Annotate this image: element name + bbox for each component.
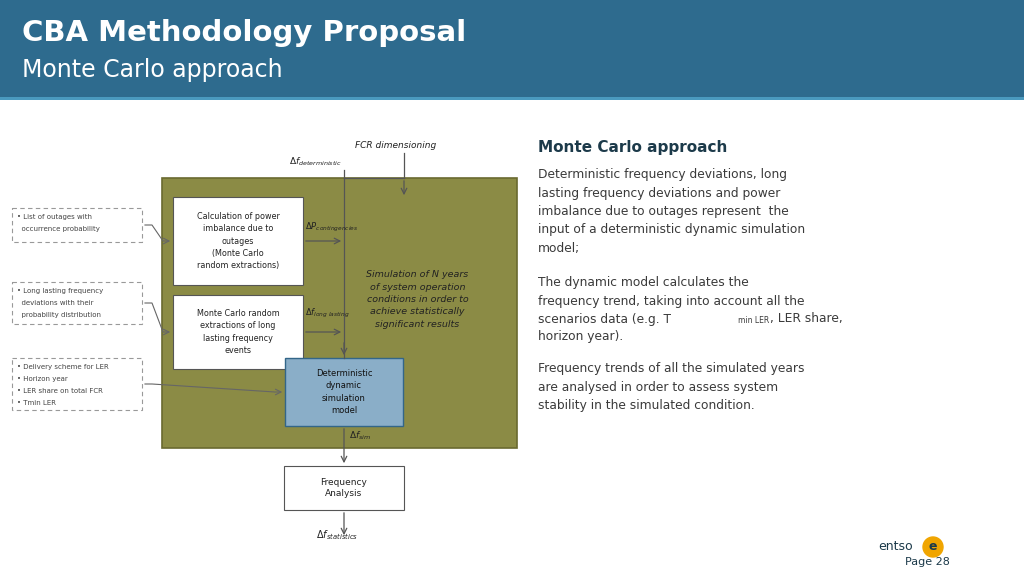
Bar: [0, 0, 1024, 97]
Text: horizon year).: horizon year).: [538, 330, 624, 343]
Text: $\Delta P_{contingencies}$: $\Delta P_{contingencies}$: [305, 221, 358, 233]
Text: • LER share on total FCR: • LER share on total FCR: [17, 388, 102, 394]
Text: Frequency
Analysis: Frequency Analysis: [321, 478, 368, 498]
Bar: [0, 97, 1024, 100]
Bar: [285, 358, 403, 426]
Bar: [173, 295, 303, 369]
Text: , LER share,: , LER share,: [770, 312, 843, 325]
Bar: [12, 358, 142, 410]
Text: $\Delta f_{statistics}$: $\Delta f_{statistics}$: [316, 528, 358, 542]
Circle shape: [923, 537, 943, 557]
Text: occurrence probability: occurrence probability: [17, 226, 100, 232]
Text: Deterministic
dynamic
simulation
model: Deterministic dynamic simulation model: [315, 369, 373, 415]
Text: $\Delta f_{sim}$: $\Delta f_{sim}$: [349, 430, 371, 442]
Text: probability distribution: probability distribution: [17, 312, 101, 318]
Text: • Long lasting frequency: • Long lasting frequency: [17, 288, 103, 294]
Text: • List of outages with: • List of outages with: [17, 214, 92, 220]
Text: Frequency trends of all the simulated years
are analysed in order to assess syst: Frequency trends of all the simulated ye…: [538, 362, 805, 412]
Text: Monte Carlo random
extractions of long
lasting frequency
events: Monte Carlo random extractions of long l…: [197, 309, 280, 355]
Bar: [284, 466, 404, 510]
Bar: [12, 208, 142, 242]
Bar: [162, 178, 517, 448]
Text: $\Delta f_{deterministic}$: $\Delta f_{deterministic}$: [289, 156, 342, 168]
Bar: [12, 282, 142, 324]
Text: Calculation of power
imbalance due to
outages
(Monte Carlo
random extractions): Calculation of power imbalance due to ou…: [197, 212, 280, 270]
Text: $\Delta f_{long\ lasting}$: $\Delta f_{long\ lasting}$: [305, 306, 349, 320]
Text: Page 28: Page 28: [905, 557, 950, 567]
Text: e: e: [929, 540, 937, 554]
Text: FCR dimensioning: FCR dimensioning: [355, 141, 436, 150]
Text: Monte Carlo approach: Monte Carlo approach: [538, 140, 727, 155]
Text: • Horizon year: • Horizon year: [17, 376, 68, 382]
Text: The dynamic model calculates the
frequency trend, taking into account all the
sc: The dynamic model calculates the frequen…: [538, 276, 805, 326]
Text: CBA Methodology Proposal: CBA Methodology Proposal: [22, 19, 466, 47]
Text: • Delivery scheme for LER: • Delivery scheme for LER: [17, 364, 109, 370]
Bar: [173, 197, 303, 285]
Text: entso: entso: [878, 540, 912, 554]
Text: Deterministic frequency deviations, long
lasting frequency deviations and power
: Deterministic frequency deviations, long…: [538, 168, 805, 255]
Text: Monte Carlo approach: Monte Carlo approach: [22, 58, 283, 82]
Text: Simulation of N years
of system operation
conditions in order to
achieve statist: Simulation of N years of system operatio…: [367, 270, 469, 329]
Text: • Tmin LER: • Tmin LER: [17, 400, 56, 406]
Text: deviations with their: deviations with their: [17, 300, 93, 306]
Text: min LER: min LER: [738, 316, 769, 325]
